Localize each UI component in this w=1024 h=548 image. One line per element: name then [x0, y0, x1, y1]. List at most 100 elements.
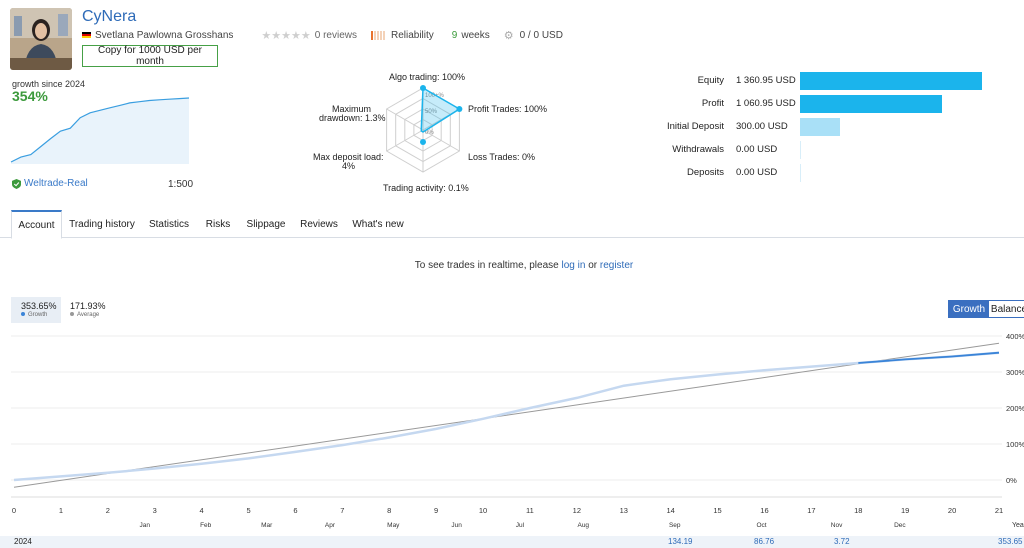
- x-tick-label: 2: [106, 506, 110, 515]
- growth-toggle-button[interactable]: Growth: [949, 301, 989, 317]
- metric-label: Initial Deposit: [666, 121, 724, 132]
- x-tick-label: 12: [573, 506, 581, 515]
- metric-row-deposits: Deposits 0.00 USD: [628, 164, 1008, 182]
- average-dot-icon: [70, 312, 74, 317]
- tab-reviews[interactable]: Reviews: [300, 218, 338, 230]
- tab-bar: Account Trading history Statistics Risks…: [0, 210, 1024, 239]
- y-tick-label: 300%: [1006, 368, 1024, 377]
- month-label: Aug: [577, 522, 589, 529]
- radar-point-center: [420, 139, 426, 145]
- author-name[interactable]: Svetlana Pawlowna Grosshans: [95, 29, 234, 41]
- x-tick-label: 16: [760, 506, 768, 515]
- x-tick-label: 20: [948, 506, 956, 515]
- metric-bar: [800, 118, 841, 136]
- x-tick-label: 15: [713, 506, 721, 515]
- y-tick-label: 0%: [1006, 476, 1017, 485]
- growth-chart: 400%300%200%100%0%0 1 2 3 4 5 6 7 8 9 10 11 12 13 14 15…: [11, 332, 1024, 529]
- year-sep-value: 134.19: [668, 537, 693, 546]
- month-label: Feb: [200, 522, 212, 529]
- radar-axis: [386, 108, 424, 131]
- broker-name[interactable]: Weltrade-Real: [24, 178, 88, 189]
- month-label: Sep: [669, 522, 681, 529]
- avatar[interactable]: [10, 8, 72, 70]
- weeks-count: 9: [451, 29, 458, 41]
- tab-trading-history[interactable]: Trading history: [69, 218, 135, 230]
- average-series-line: [13, 342, 1000, 488]
- signal-meta: Svetlana Pawlowna Grosshans ★★★★★ 0 revi…: [82, 28, 563, 42]
- weeks-label: weeks: [461, 29, 490, 41]
- month-label: Apr: [325, 522, 336, 529]
- metric-value: 300.00 USD: [736, 121, 788, 132]
- radar-axis: [422, 129, 460, 152]
- x-tick-label: 13: [620, 506, 628, 515]
- year-oct-value: 86.76: [754, 537, 775, 546]
- x-tick-label: 7: [340, 506, 344, 515]
- y-tick-label: 400%: [1006, 332, 1024, 341]
- tab-statistics[interactable]: Statistics: [148, 218, 189, 230]
- growth-percent: 354%: [12, 88, 48, 104]
- chart-mode-toggle: Growth Balance: [948, 300, 1024, 318]
- month-label: May: [387, 522, 400, 529]
- metric-row-equity: Equity 1 360.95 USD: [628, 72, 1008, 90]
- x-tick-label: 9: [434, 506, 438, 515]
- x-tick-label: 14: [666, 506, 674, 515]
- radar-label-deposit-load: Max deposit load:: [313, 152, 384, 162]
- radar-point-profit: [456, 106, 463, 112]
- radar-point-algo: [420, 85, 426, 91]
- metric-bar: [800, 72, 982, 90]
- legend-average-label: Average: [70, 312, 99, 318]
- copy-subscribe-button[interactable]: Copy for 1000 USD per month: [82, 45, 218, 67]
- month-label: Nov: [831, 522, 843, 529]
- x-tick-label: 19: [901, 506, 909, 515]
- realtime-prefix: To see trades in realtime, please: [414, 260, 559, 271]
- x-tick-label: 5: [246, 506, 250, 515]
- year-nov-value: 3.72: [834, 537, 850, 546]
- tab-whats-new[interactable]: What's new: [352, 218, 404, 230]
- growth-since-label: growth since 2024: [12, 79, 86, 89]
- legend-growth-label: Growth: [21, 312, 47, 318]
- year-summary-row: 2024 134.19 86.76 3.72 353.65: [0, 536, 1024, 548]
- signal-title[interactable]: CyNera: [82, 8, 137, 25]
- tab-account[interactable]: Account: [11, 210, 62, 239]
- tab-risks[interactable]: Risks: [205, 218, 231, 230]
- broker-link[interactable]: Weltrade-Real: [12, 178, 88, 189]
- radar-label-profit: Profit Trades: 100%: [468, 104, 548, 114]
- x-tick-label: 8: [387, 506, 391, 515]
- x-tick-label: 1: [59, 506, 63, 515]
- verified-shield-icon: [12, 178, 21, 189]
- month-label: Dec: [894, 522, 906, 529]
- germany-flag-icon: [82, 32, 91, 38]
- metric-label: Equity: [697, 75, 724, 86]
- growth-dot-icon: [21, 312, 25, 317]
- radar-svg: 100+% 50% 0%: [386, 85, 463, 173]
- radar-ring-label: 100+%: [425, 93, 445, 99]
- metric-row-initial-deposit: Initial Deposit 300.00 USD: [628, 118, 1008, 136]
- x-tick-label: 4: [200, 506, 204, 515]
- radar-label-drawdown-value: drawdown: 1.3%: [319, 113, 386, 123]
- radar-axis: [386, 129, 424, 152]
- legend-average-value: 171.93%: [70, 301, 106, 311]
- metric-bar: [800, 141, 801, 159]
- growth-series-line: [13, 351, 1000, 482]
- metric-label: Withdrawals: [672, 144, 724, 155]
- month-label: Jun: [451, 522, 462, 529]
- reviews-count[interactable]: 0 reviews: [314, 29, 357, 41]
- metric-value: 0.00 USD: [736, 144, 778, 155]
- reliability-label: Reliability: [390, 29, 434, 41]
- growth-recent-line: [858, 351, 1000, 364]
- legend-growth[interactable]: 353.65% Growth: [11, 297, 61, 323]
- x-tick-label: 17: [807, 506, 815, 515]
- radar-label-algo: Algo trading: 100%: [389, 72, 466, 82]
- month-label: Jul: [516, 522, 525, 529]
- balance-toggle-button[interactable]: Balance: [989, 301, 1024, 317]
- legend-growth-value: 353.65%: [21, 301, 57, 311]
- x-tick-label: 21: [995, 506, 1003, 515]
- x-tick-label: 11: [526, 506, 534, 515]
- register-link[interactable]: register: [599, 260, 634, 271]
- tab-slippage[interactable]: Slippage: [246, 218, 286, 230]
- metric-bar: [800, 95, 942, 113]
- metric-value: 1 360.95 USD: [736, 75, 796, 86]
- login-link[interactable]: log in: [561, 260, 586, 271]
- x-tick-label: 18: [854, 506, 862, 515]
- metric-value: 0.00 USD: [736, 167, 778, 178]
